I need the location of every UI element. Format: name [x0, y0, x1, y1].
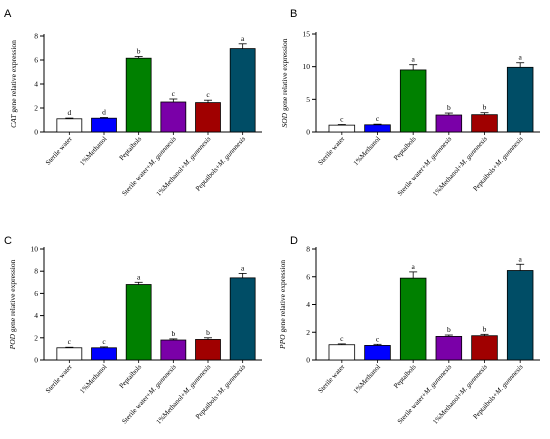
chart-panel-c: C 0 2 4 6 8 10 POD gene relative expression c Ste…: [4, 235, 262, 426]
bar: [56, 347, 83, 361]
x-tick-label: Sterile water: [317, 362, 347, 394]
significance-label: b: [447, 103, 451, 112]
significance-label: b: [206, 328, 210, 337]
y-tick-label: 2: [306, 328, 310, 337]
significance-label: b: [483, 324, 487, 333]
bar: [506, 270, 534, 361]
y-tick-label: 0: [306, 128, 310, 137]
x-tick-label: Peptaibols: [392, 363, 418, 390]
y-tick-label: 6: [34, 289, 38, 298]
significance-label: b: [447, 325, 451, 334]
y-axis-label: SOD gene relative expression: [280, 38, 289, 127]
y-tick-label: 2: [34, 104, 38, 113]
significance-label: d: [102, 107, 106, 116]
y-tick-label: 15: [303, 30, 311, 39]
x-tick-label: Sterile water: [317, 134, 347, 166]
significance-label: c: [340, 334, 344, 343]
bar: [328, 124, 356, 133]
bar: [160, 339, 187, 361]
panel-letter: D: [290, 235, 298, 247]
bar: [364, 124, 391, 133]
significance-label: c: [102, 337, 106, 346]
chart-panel-a: A 0 2 4 6 8 CAT gene relative expression d Steri…: [4, 8, 262, 198]
significance-label: a: [518, 53, 522, 62]
x-tick-label: Peptaibols: [118, 135, 144, 162]
y-axis-label: PPO gene relative expression: [278, 260, 287, 350]
bar: [471, 114, 498, 133]
y-tick-label: 0: [306, 356, 310, 365]
bar: [435, 336, 463, 361]
y-tick-label: 8: [306, 245, 310, 254]
bar: [195, 339, 221, 361]
bar: [91, 347, 117, 361]
significance-label: c: [376, 114, 380, 123]
y-tick-label: 4: [34, 311, 38, 320]
bar: [506, 66, 534, 133]
significance-label: a: [411, 262, 415, 271]
bar: [229, 48, 256, 133]
bar: [91, 117, 117, 133]
significance-label: b: [137, 46, 141, 55]
bar: [364, 345, 391, 361]
significance-label: c: [206, 90, 210, 99]
bar: [56, 118, 83, 133]
y-tick-label: 6: [306, 272, 310, 281]
y-tick-label: 4: [306, 300, 310, 309]
significance-label: c: [172, 89, 176, 98]
chart-panel-d: D 0 2 4 6 8 PPO gene relative expression c Steri…: [278, 235, 540, 426]
y-tick-label: 0: [34, 356, 38, 365]
y-tick-label: 2: [34, 333, 38, 342]
significance-label: b: [483, 103, 487, 112]
significance-label: a: [518, 254, 522, 263]
significance-label: c: [340, 114, 344, 123]
x-tick-label: 1%Methanol: [352, 135, 382, 167]
bar: [435, 114, 463, 133]
y-tick-label: 8: [34, 32, 38, 41]
bar: [399, 277, 427, 361]
significance-label: d: [67, 108, 71, 117]
chart-panel-b: B 0 5 10 15 SOD gene relative expression c Ster…: [280, 8, 540, 198]
x-tick-label: 1%Methanol: [352, 363, 382, 395]
panel-letter: A: [4, 8, 12, 20]
y-axis-label: POD gene relative expression: [8, 259, 17, 350]
x-tick-label: Sterile water: [44, 362, 74, 394]
x-tick-label: Peptaibols: [118, 363, 144, 390]
y-tick-label: 10: [31, 245, 39, 254]
y-tick-label: 5: [306, 95, 310, 104]
x-tick-label: 1%Methanol: [78, 363, 108, 395]
significance-label: a: [241, 263, 245, 272]
bar: [125, 57, 152, 133]
y-tick-label: 8: [34, 267, 38, 276]
y-tick-label: 4: [34, 80, 38, 89]
significance-label: a: [411, 55, 415, 64]
y-tick-label: 10: [303, 62, 311, 71]
bar: [399, 69, 427, 133]
bar: [160, 101, 187, 133]
y-tick-label: 0: [34, 128, 38, 137]
significance-label: a: [241, 34, 245, 43]
bar: [195, 102, 221, 133]
x-tick-label: Sterile water: [44, 134, 74, 166]
panel-letter: B: [290, 8, 297, 20]
significance-label: c: [68, 337, 72, 346]
bar: [229, 277, 256, 361]
bar: [328, 344, 356, 361]
panel-letter: C: [4, 235, 12, 247]
y-axis-label: CAT gene relative expression: [9, 40, 18, 128]
significance-label: c: [376, 334, 380, 343]
x-tick-label: Peptaibols: [392, 135, 418, 162]
x-tick-label: 1%Methanol: [78, 135, 108, 167]
bar: [125, 284, 152, 361]
y-tick-label: 6: [34, 56, 38, 65]
significance-label: a: [137, 272, 141, 281]
significance-label: b: [171, 329, 175, 338]
bar: [471, 335, 498, 361]
